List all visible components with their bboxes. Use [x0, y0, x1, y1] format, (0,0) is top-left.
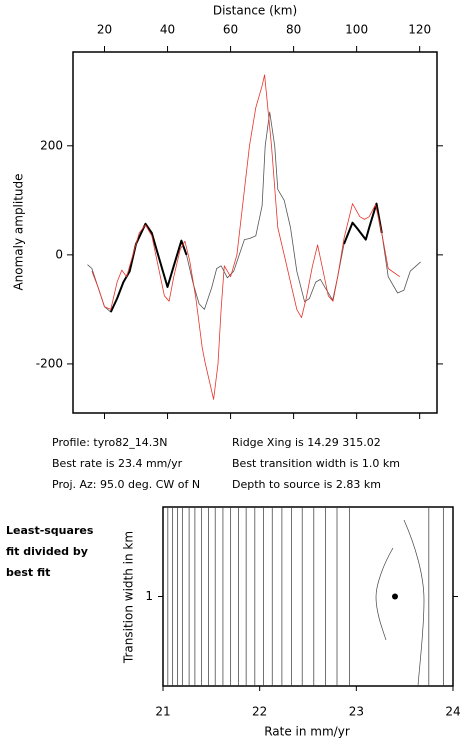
plot-frame: [72, 51, 438, 414]
x-tick-label: 24: [445, 705, 460, 719]
x-tick-label: 23: [349, 705, 364, 719]
annotation: Profile: tyro82_14.3N: [52, 436, 167, 449]
annotation: fit divided by: [6, 545, 88, 558]
x-tick-label: 60: [223, 23, 238, 37]
x-tick-label: 21: [155, 705, 170, 719]
contour-ring: [375, 519, 425, 687]
annotation: Depth to source is 2.83 km: [232, 478, 381, 491]
annotation: Ridge Xing is 14.29 315.02: [232, 436, 381, 449]
x-tick-label: 20: [97, 23, 112, 37]
x-axis-label: Rate in mm/yr: [264, 725, 350, 739]
series-line: [109, 202, 383, 313]
y-axis-label: Transition width in km: [122, 531, 136, 664]
annotation: Best transition width is 1.0 km: [232, 457, 400, 470]
x-tick-label: 100: [345, 23, 368, 37]
annotation: Best rate is 23.4 mm/yr: [52, 457, 183, 470]
annotation: best fit: [6, 566, 50, 579]
x-tick-label: 120: [408, 23, 431, 37]
x-tick-label: 22: [252, 705, 267, 719]
series-line: [87, 111, 421, 313]
y-tick-label: 200: [40, 138, 63, 152]
y-tick-label: -200: [36, 356, 63, 370]
series-line: [91, 74, 401, 400]
x-axis-label: Distance (km): [213, 4, 297, 18]
annotation: Least-squares: [6, 524, 94, 537]
annotation: Proj. Az: 95.0 deg. CW of N: [52, 478, 200, 491]
best-fit-point: [392, 593, 398, 600]
y-tick-label: 1: [145, 589, 153, 603]
y-tick-label: 0: [55, 247, 63, 261]
x-tick-label: 40: [160, 23, 175, 37]
x-tick-label: 80: [286, 23, 301, 37]
y-axis-label: Anomaly amplitude: [12, 173, 26, 290]
